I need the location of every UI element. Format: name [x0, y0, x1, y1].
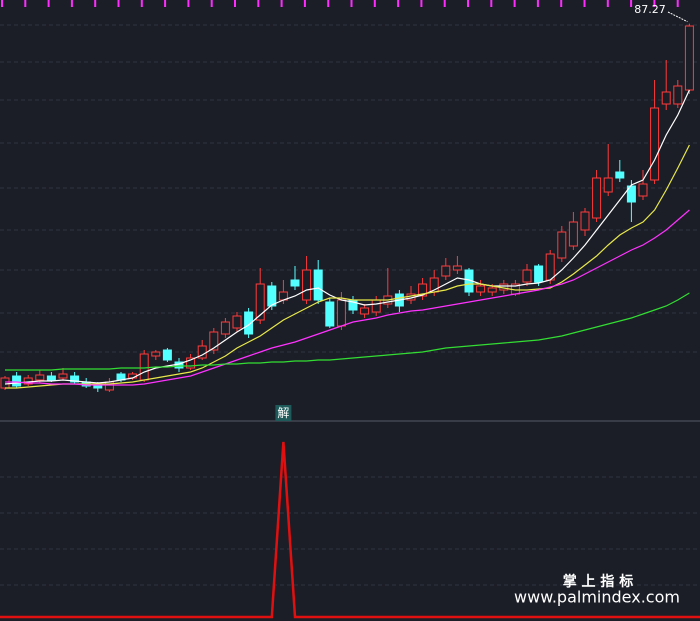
candle-body [476, 285, 486, 293]
candle-body [139, 353, 149, 381]
candle-body [534, 265, 544, 283]
candle-body [336, 299, 346, 327]
candle-body [673, 85, 683, 105]
indicator-line [0, 441, 700, 619]
candle-body [638, 183, 648, 197]
candle-body [371, 299, 381, 313]
candle-body [232, 315, 242, 329]
candle-body [0, 377, 10, 389]
candle-body [568, 221, 578, 247]
candle-body [557, 231, 567, 259]
candle-body [186, 357, 196, 369]
watermark-url: www.palmindex.com [514, 588, 680, 607]
candle-body [290, 279, 300, 287]
candle-body [522, 269, 532, 283]
signal-label-box [275, 405, 292, 421]
candle-body [418, 283, 428, 297]
candle-body [267, 285, 277, 307]
annotation-arrow [667, 11, 688, 23]
candle-body [255, 283, 265, 321]
candle-body [603, 177, 613, 193]
candle-body [162, 349, 172, 361]
watermark-title: 掌 上 指 标 [563, 573, 634, 590]
moving-average-line [5, 144, 690, 389]
candle-body [661, 91, 671, 105]
candle-body [313, 269, 323, 301]
candle-body [452, 265, 462, 271]
moving-average-line [5, 292, 690, 371]
candle-body [46, 375, 56, 381]
candle-body [360, 307, 370, 315]
candle-body [592, 177, 602, 219]
candle-body [220, 321, 230, 335]
candle-body [23, 377, 33, 385]
candle-body [209, 331, 219, 351]
candle-body [151, 351, 161, 357]
annotation: 87.27 [634, 3, 666, 16]
candle-body [441, 265, 451, 277]
candle-body [650, 107, 660, 181]
candle-body [545, 253, 555, 281]
candle-body [302, 269, 312, 301]
candle-body [487, 287, 497, 293]
candle-body [244, 311, 254, 335]
candle-body [626, 185, 636, 203]
candle-body [12, 375, 22, 387]
candle-body [615, 171, 625, 179]
moving-average-line [5, 209, 690, 386]
moving-average-line [4, 89, 690, 385]
indicator-grid [0, 476, 700, 586]
candle-body [70, 375, 80, 383]
signal-label: 解 [277, 406, 289, 420]
candle-body [58, 373, 68, 379]
candle-body [325, 301, 335, 327]
candle-body [580, 211, 590, 231]
candle-body [35, 374, 45, 381]
candle-body [684, 25, 694, 91]
